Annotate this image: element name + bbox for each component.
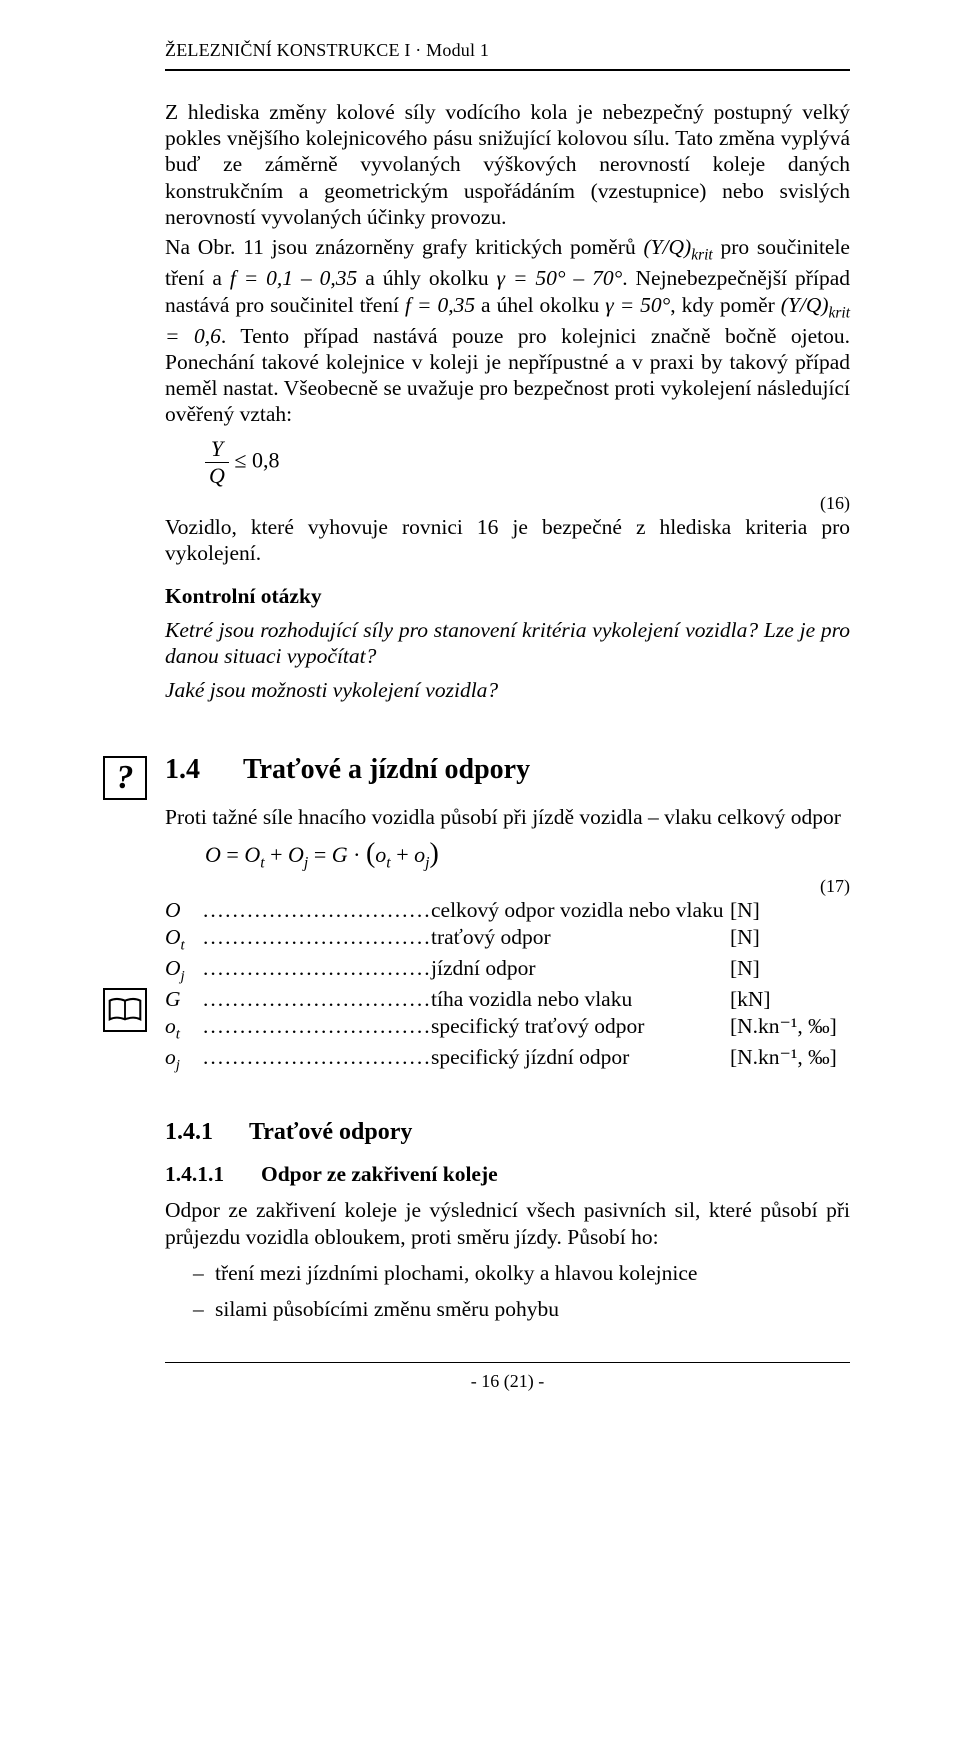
heading-1-4-1: 1.4.1Traťové odpory xyxy=(165,1119,850,1146)
eq17-plus2: + xyxy=(396,842,408,867)
def-row: oj......................................… xyxy=(165,1044,850,1075)
def-row: Oj......................................… xyxy=(165,955,850,986)
open-book-icon xyxy=(103,988,147,1032)
def-symbol: Oj xyxy=(165,955,203,986)
running-header: ŽELEZNIČNÍ KONSTRUKCE I · Modul 1 xyxy=(165,40,850,61)
p2-a: Na Obr. 11 jsou znázorněny grafy kritick… xyxy=(165,235,643,259)
cause-item-1: tření mezi jízdními plochami, okolky a h… xyxy=(193,1260,850,1286)
p2-g: . Tento případ nastává pouze pro kolejni… xyxy=(165,324,850,427)
heading-1-4-1-num: 1.4.1 xyxy=(165,1119,249,1146)
cause-item-2: silami působícími změnu směru pohybu xyxy=(193,1296,850,1322)
def-description: tíha vozidla nebo vlaku xyxy=(431,986,730,1013)
f-range: f = 0,1 – 0,35 xyxy=(230,266,357,290)
def-row: ot......................................… xyxy=(165,1013,850,1044)
eq17-rpar: ) xyxy=(430,838,439,869)
def-description: specifický jízdní odpor xyxy=(431,1044,730,1071)
heading-1-4-1-1-title: Odpor ze zakřivení koleje xyxy=(261,1162,498,1186)
def-description: celkový odpor vozidla nebo vlaku xyxy=(431,897,730,924)
def-unit: [N.kn⁻¹, ‰] xyxy=(730,1044,850,1071)
header-rule xyxy=(165,69,850,71)
eq17-Ot: Ot xyxy=(244,842,264,867)
eq17-eq1: = xyxy=(226,842,238,867)
heading-1-4-1-1: 1.4.1.1Odpor ze zakřivení koleje xyxy=(165,1162,850,1187)
def-description: traťový odpor xyxy=(431,924,730,951)
question-1: Ketré jsou rozhodující síly pro stanoven… xyxy=(165,617,850,669)
sec1411-para: Odpor ze zakřivení koleje je výslednicí … xyxy=(165,1197,850,1249)
def-symbol: ot xyxy=(165,1013,203,1044)
def-leader-dots: ........................................… xyxy=(203,1044,431,1071)
equation-16: Y Q ≤ 0,8 xyxy=(205,436,850,489)
eq16-le: ≤ xyxy=(234,447,246,472)
gamma-50: γ = 50° xyxy=(605,293,670,317)
def-unit: [N] xyxy=(730,955,850,982)
def-symbol: G xyxy=(165,986,203,1013)
eq17-number: (17) xyxy=(165,876,850,897)
eq17-plus1: + xyxy=(270,842,282,867)
para-1: Z hlediska změny kolové síly vodícího ko… xyxy=(165,99,850,230)
def-leader-dots: ........................................… xyxy=(203,897,431,924)
def-row: O.......................................… xyxy=(165,897,850,924)
page-footer: - 16 (21) - xyxy=(165,1371,850,1392)
eq16-Y: Y xyxy=(205,436,229,463)
def-row: Ot......................................… xyxy=(165,924,850,955)
eq17-Oj: Oj xyxy=(288,842,308,867)
heading-1-4-title: Traťové a jízdní odpory xyxy=(243,754,530,785)
ratio-06: = 0,6 xyxy=(165,324,221,348)
eq17-lpar: ( xyxy=(366,838,375,869)
def-unit: [N] xyxy=(730,924,850,951)
eq17-ot: ot xyxy=(375,842,390,867)
def-description: specifický traťový odpor xyxy=(431,1013,730,1040)
sym-yq-krit-1: (Y/Q)krit xyxy=(643,235,712,259)
p2-c: a úhly okolku xyxy=(357,266,496,290)
equation-17: O = Ot + Oj = G · (ot + oj) xyxy=(205,838,850,872)
p2-f: , kdy poměr xyxy=(670,293,780,317)
def-unit: [N] xyxy=(730,897,850,924)
gamma-range: γ = 50° – 70° xyxy=(497,266,623,290)
f-035: f = 0,35 xyxy=(405,293,475,317)
question-mark-icon: ? xyxy=(103,756,147,800)
question-2: Jaké jsou možnosti vykolejení vozidla? xyxy=(165,677,850,703)
heading-1-4-1-1-num: 1.4.1.1 xyxy=(165,1162,261,1187)
footer-rule xyxy=(165,1362,850,1363)
eq17-dot: · xyxy=(353,842,360,867)
def-unit: [kN] xyxy=(730,986,850,1013)
eq17-oj: oj xyxy=(414,842,429,867)
eq17-O: O xyxy=(205,842,221,867)
def-leader-dots: ........................................… xyxy=(203,1013,431,1040)
eq17-eq2: = xyxy=(314,842,326,867)
eq16-val: 0,8 xyxy=(252,447,280,472)
eq16-fraction: Y Q xyxy=(205,436,229,489)
para-2: Na Obr. 11 jsou znázorněny grafy kritick… xyxy=(165,234,850,427)
eq17-G: G xyxy=(332,842,348,867)
def-description: jízdní odpor xyxy=(431,955,730,982)
eq16-number: (16) xyxy=(165,493,850,514)
def-row: G.......................................… xyxy=(165,986,850,1013)
para-3: Vozidlo, které vyhovuje rovnici 16 je be… xyxy=(165,514,850,566)
kontrolni-heading: Kontrolní otázky xyxy=(165,584,850,609)
def-symbol: O xyxy=(165,897,203,924)
heading-1-4-num: 1.4 xyxy=(165,754,243,786)
def-leader-dots: ........................................… xyxy=(203,955,431,982)
symbol-definitions: O.......................................… xyxy=(165,897,850,1075)
cause-list: tření mezi jízdními plochami, okolky a h… xyxy=(193,1260,850,1322)
heading-1-4: 1.4Traťové a jízdní odpory xyxy=(165,754,850,786)
def-unit: [N.kn⁻¹, ‰] xyxy=(730,1013,850,1040)
def-leader-dots: ........................................… xyxy=(203,986,431,1013)
sym-yq-krit-2: (Y/Q)krit xyxy=(781,293,850,317)
heading-1-4-1-title: Traťové odpory xyxy=(249,1119,412,1145)
page: ŽELEZNIČNÍ KONSTRUKCE I · Modul 1 Z hled… xyxy=(0,0,960,1749)
p2-e: a úhel okolku xyxy=(475,293,605,317)
eq16-Q: Q xyxy=(205,463,229,489)
def-symbol: oj xyxy=(165,1044,203,1075)
def-symbol: Ot xyxy=(165,924,203,955)
def-leader-dots: ........................................… xyxy=(203,924,431,951)
sec14-intro: Proti tažné síle hnacího vozidla působí … xyxy=(165,804,850,830)
